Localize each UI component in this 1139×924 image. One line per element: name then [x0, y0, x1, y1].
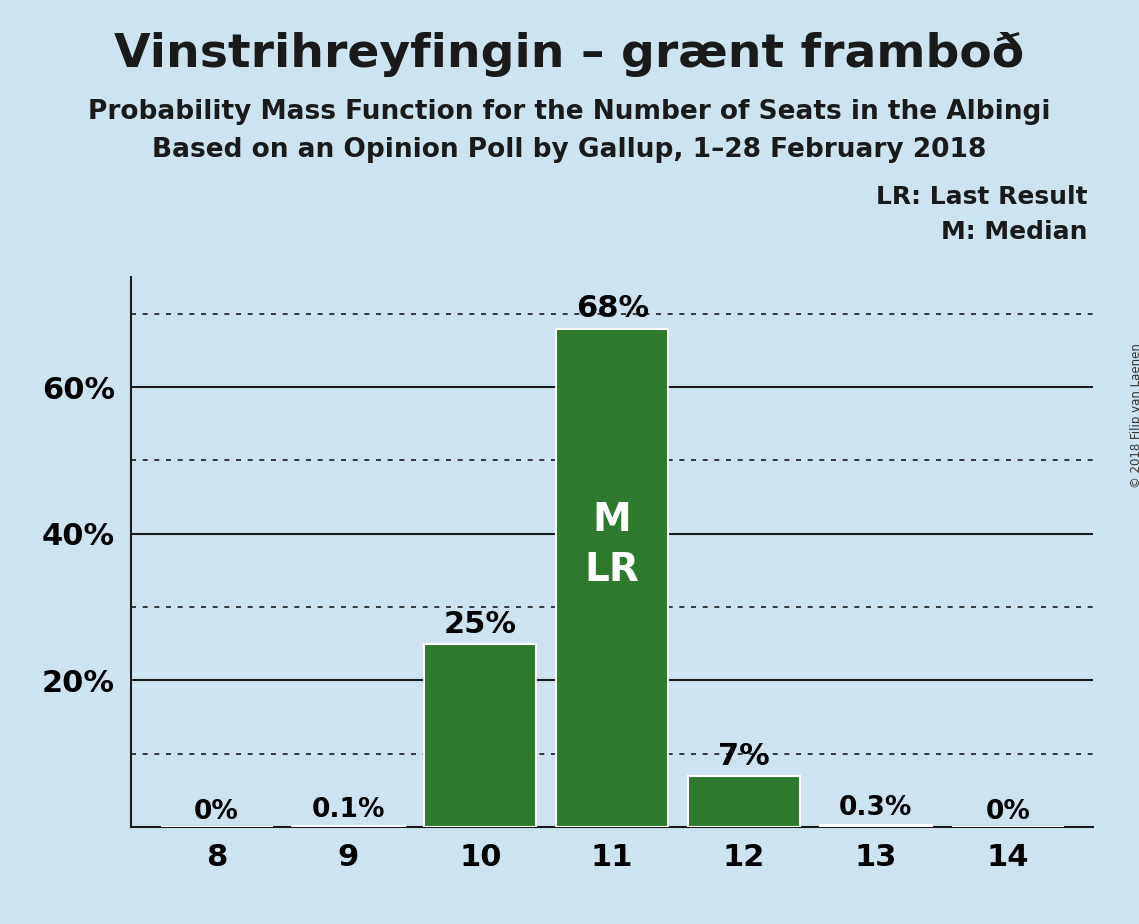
Text: Vinstrihreyfingin – grænt framboð: Vinstrihreyfingin – grænt framboð — [114, 32, 1025, 78]
Text: M: Median: M: Median — [941, 220, 1088, 244]
Bar — [820, 825, 932, 827]
Text: 68%: 68% — [575, 295, 649, 323]
Bar — [688, 775, 800, 827]
Bar — [425, 644, 536, 827]
Text: M
LR: M LR — [584, 501, 640, 589]
Text: 0%: 0% — [195, 798, 239, 825]
Text: 0.1%: 0.1% — [312, 796, 385, 822]
Bar — [556, 329, 669, 827]
Text: 7%: 7% — [719, 742, 770, 771]
Text: Probability Mass Function for the Number of Seats in the Albingi: Probability Mass Function for the Number… — [88, 99, 1051, 125]
Text: LR: Last Result: LR: Last Result — [876, 185, 1088, 209]
Text: 25%: 25% — [444, 610, 517, 638]
Text: Based on an Opinion Poll by Gallup, 1–28 February 2018: Based on an Opinion Poll by Gallup, 1–28… — [153, 137, 986, 163]
Text: 0%: 0% — [985, 798, 1030, 825]
Text: © 2018 Filip van Laenen: © 2018 Filip van Laenen — [1130, 344, 1139, 488]
Text: 0.3%: 0.3% — [839, 796, 912, 821]
